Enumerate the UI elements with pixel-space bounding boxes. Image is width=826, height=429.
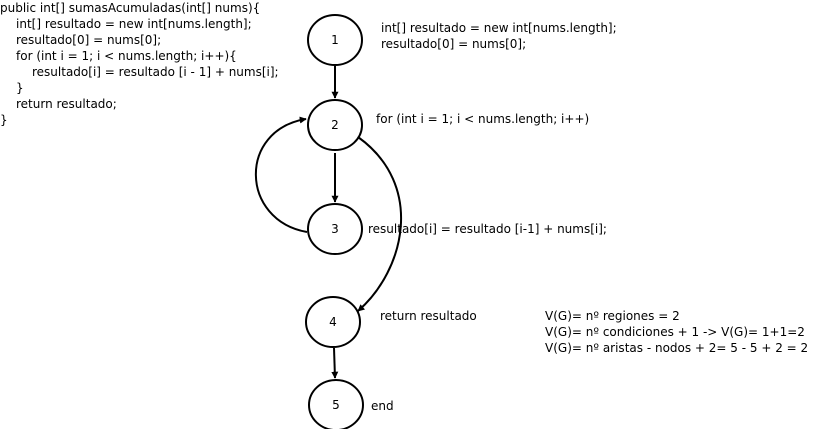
node-annotations: int[] resultado = new int[nums.length]; … — [368, 21, 617, 413]
annotation-node-2: for (int i = 1; i < nums.length; i++) — [376, 112, 589, 126]
edges — [254, 66, 403, 379]
annotation-node-1-line-2: resultado[0] = nums[0]; — [381, 37, 526, 51]
complexity-line: V(G)= nº condiciones + 1 -> V(G)= 1+1=2 — [545, 325, 805, 339]
complexity-notes: V(G)= nº regiones = 2 V(G)= nº condicion… — [545, 309, 808, 355]
source-code-block: public int[] sumasAcumuladas(int[] nums)… — [0, 1, 279, 127]
annotation-node-4: return resultado — [380, 309, 477, 323]
node-4: 4 — [305, 296, 361, 348]
node-circle — [308, 379, 364, 429]
code-line: resultado[0] = nums[0]; — [16, 33, 161, 47]
code-line: } — [16, 81, 24, 95]
node-2: 2 — [307, 99, 363, 151]
code-line: for (int i = 1; i < nums.length; i++){ — [16, 49, 237, 63]
node-label: 2 — [331, 118, 339, 132]
node-circle — [305, 296, 361, 348]
annotation-node-5: end — [371, 399, 394, 413]
annotation-node-3: resultado[i] = resultado [i-1] + nums[i]… — [368, 222, 607, 236]
node-label: 5 — [332, 398, 340, 412]
code-line: int[] resultado = new int[nums.length]; — [16, 17, 252, 31]
node-label: 3 — [331, 222, 339, 236]
edge-4-5 — [331, 347, 339, 379]
edge-2-4 — [357, 136, 403, 312]
node-circle — [307, 203, 363, 255]
code-line: resultado[i] = resultado [i - 1] + nums[… — [32, 65, 279, 79]
node-circle — [307, 99, 363, 151]
node-1: 1 — [307, 14, 363, 66]
code-line: public int[] sumasAcumuladas(int[] nums)… — [0, 1, 260, 15]
node-label: 1 — [331, 33, 339, 47]
edge-3-2-loop — [254, 116, 308, 233]
annotation-node-1-line-1: int[] resultado = new int[nums.length]; — [381, 21, 617, 35]
complexity-line: V(G)= nº regiones = 2 — [545, 309, 680, 323]
node-3: 3 — [307, 203, 363, 255]
code-line: } — [0, 113, 8, 127]
complexity-line: V(G)= nº aristas - nodos + 2= 5 - 5 + 2 … — [545, 341, 808, 355]
node-5: 5 — [308, 379, 364, 429]
code-line: return resultado; — [16, 97, 117, 111]
node-label: 4 — [329, 315, 337, 329]
node-circle — [307, 14, 363, 66]
